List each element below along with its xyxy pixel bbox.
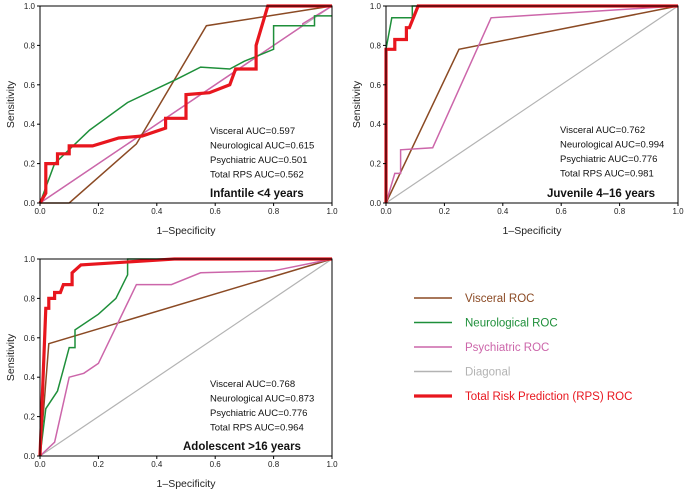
juvenile-xtick-label: 1.0 [672,207,684,216]
panel-juvenile: 0.0 0.2 0.4 0.6 0.8 1.0 0.0 0.2 0.4 0.6 0.8 1.0 1–Sp… [351,2,684,237]
adolescent-diagonal-line [39,258,333,457]
adolescent-ytick-label: 0.0 [24,452,36,461]
legend-item-neurological: Neurological ROC [414,318,558,330]
legend-item-diagonal: Diagonal [414,367,510,379]
infantile-total-line [38,4,332,204]
infantile-ytick-label: 0.0 [24,199,36,208]
infantile-neurological-line [39,15,332,204]
adolescent-ylabel: Sensitivity [5,333,17,381]
legend-item-visceral: Visceral ROC [414,293,534,305]
infantile-ytick-label: 0.8 [24,41,36,50]
legend-label-psychiatric: Psychiatric ROC [465,342,549,354]
infantile-psychiatric-line [39,5,333,204]
infantile-ylabel: Sensitivity [5,80,17,128]
panel-adolescent: 0.0 0.2 0.4 0.6 0.8 1.0 0.0 0.2 0.4 0.6 0.8 1.0 1–Sp… [5,255,338,490]
infantile-ytick-label: 0.2 [24,160,36,169]
infantile-xtick-label: 0.2 [93,207,105,216]
infantile-xtick-label: 0.0 [34,207,46,216]
panel-infantile: 0.0 0.2 0.4 0.6 0.8 1.0 0.0 0.2 0.4 0.6 0.8 1.0 1–Sp… [5,2,338,237]
adolescent-psychiatric-line [39,258,333,457]
juvenile-total-line [384,4,678,203]
adolescent-ytick-label: 0.4 [24,373,36,382]
juvenile-diagonal-line [385,5,679,204]
infantile-ytick-label: 0.4 [24,120,36,129]
juvenile-xtick-label: 0.8 [614,207,626,216]
juvenile-xlabel: 1–Specificity [503,225,563,237]
legend-label-total: Total Risk Prediction (RPS) ROC [465,391,632,403]
juvenile-ytick-label: 0.0 [370,199,382,208]
juvenile-auc-annotation: Neurological AUC=0.994 [560,140,664,151]
infantile-ytick-label: 0.6 [24,81,36,90]
adolescent-neurological-line [39,258,332,457]
juvenile-auc-annotation: Total RPS AUC=0.981 [560,169,654,180]
adolescent-panel-title: Adolescent >16 years [183,441,301,453]
legend-item-psychiatric: Psychiatric ROC [414,342,549,354]
adolescent-xtick-label: 0.6 [210,460,222,469]
juvenile-auc-annotation: Visceral AUC=0.762 [560,125,645,136]
adolescent-auc-annotation: Total RPS AUC=0.964 [210,423,304,434]
adolescent-ytick-label: 0.8 [24,294,36,303]
roc-panels: 0.0 0.2 0.4 0.6 0.8 1.0 0.0 0.2 0.4 0.6 0.8 1.0 1–Sp… [5,2,684,490]
adolescent-xtick-label: 0.8 [268,460,280,469]
legend-label-visceral: Visceral ROC [465,293,534,305]
adolescent-axes-frame [39,258,333,457]
juvenile-visceral-line [385,5,679,204]
infantile-auc-annotation: Neurological AUC=0.615 [210,141,314,152]
juvenile-auc-annotation: Psychiatric AUC=0.776 [560,154,657,165]
juvenile-ytick-label: 0.6 [370,81,382,90]
adolescent-xtick-label: 1.0 [326,460,338,469]
juvenile-ytick-label: 1.0 [370,2,382,11]
legend: Visceral ROC Neurological ROC Psychiatric … [414,293,632,403]
adolescent-ytick-label: 0.2 [24,413,36,422]
infantile-auc-annotation: Total RPS AUC=0.562 [210,170,304,181]
legend-item-total: Total Risk Prediction (RPS) ROC [414,391,632,403]
infantile-axes-frame [39,5,333,204]
legend-label-neurological: Neurological ROC [465,318,558,330]
infantile-xlabel: 1–Specificity [157,225,217,237]
juvenile-xtick-label: 0.0 [380,207,392,216]
adolescent-ytick-label: 1.0 [24,255,36,264]
juvenile-ytick-label: 0.8 [370,41,382,50]
adolescent-xtick-label: 0.2 [93,460,105,469]
infantile-xtick-label: 1.0 [326,207,338,216]
infantile-ytick-label: 1.0 [24,2,36,11]
adolescent-auc-annotation: Psychiatric AUC=0.776 [210,408,307,419]
juvenile-ytick-label: 0.2 [370,160,382,169]
legend-label-diagonal: Diagonal [465,367,510,379]
adolescent-xlabel: 1–Specificity [157,478,217,490]
adolescent-xtick-label: 0.0 [34,460,46,469]
juvenile-psychiatric-line [385,5,679,204]
infantile-auc-annotation: Visceral AUC=0.597 [210,126,295,137]
infantile-auc-annotation: Psychiatric AUC=0.501 [210,155,307,166]
infantile-panel-title: Infantile <4 years [210,188,304,200]
juvenile-xtick-label: 0.4 [497,207,509,216]
adolescent-total-line [38,257,332,457]
adolescent-ytick-label: 0.6 [24,334,36,343]
juvenile-ylabel: Sensitivity [351,80,363,128]
juvenile-ytick-label: 0.4 [370,120,382,129]
adolescent-auc-annotation: Visceral AUC=0.768 [210,379,295,390]
juvenile-xtick-label: 0.2 [439,207,451,216]
juvenile-panel-title: Juvenile 4–16 years [547,188,655,200]
adolescent-auc-annotation: Neurological AUC=0.873 [210,394,314,405]
infantile-xtick-label: 0.6 [210,207,222,216]
adolescent-xtick-label: 0.4 [151,460,163,469]
infantile-xtick-label: 0.4 [151,207,163,216]
infantile-xtick-label: 0.8 [268,207,280,216]
juvenile-axes-frame [385,5,679,204]
juvenile-xtick-label: 0.6 [556,207,568,216]
